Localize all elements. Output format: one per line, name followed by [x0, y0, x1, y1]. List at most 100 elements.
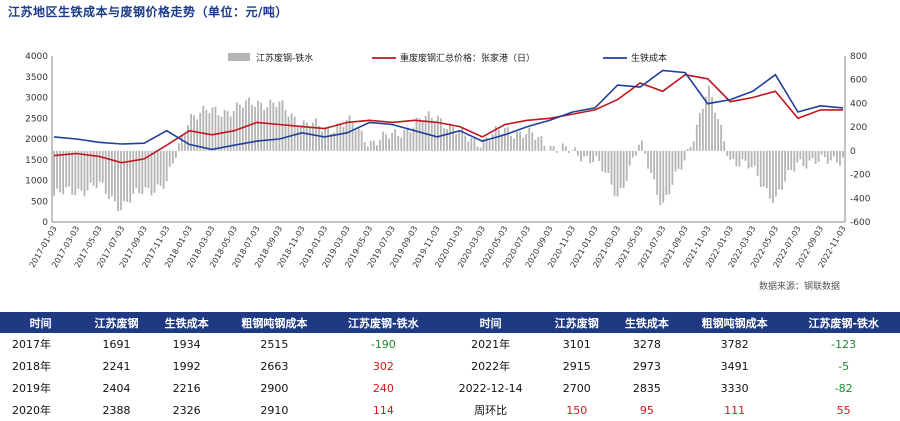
diff-bar [321, 132, 323, 151]
diff-bar [108, 151, 110, 199]
diff-bar [394, 129, 396, 151]
diff-bar [531, 132, 533, 150]
left-tick-label: 2000 [25, 135, 48, 145]
diff-bar [480, 147, 482, 150]
diff-bar [446, 129, 448, 151]
diff-bar [723, 141, 725, 151]
diff-bar [151, 151, 153, 196]
diff-bar [678, 151, 680, 169]
diff-bar [745, 151, 747, 161]
diff-bar [611, 151, 613, 185]
diff-bar [294, 117, 296, 151]
legend-label: 重废废钢汇总价格：张家港（日） [400, 52, 535, 64]
diff-bar [175, 151, 177, 158]
diff-bar [373, 141, 375, 151]
diff-bar [56, 151, 58, 189]
diff-bar [117, 151, 119, 211]
diff-bar [355, 131, 357, 151]
diff-bar [757, 151, 759, 176]
diff-bar [492, 134, 494, 151]
diff-bar [275, 107, 277, 151]
diff-bar [285, 110, 287, 151]
diff-bar [498, 130, 500, 151]
table-cell: 2700 [542, 377, 612, 399]
diff-bar [714, 113, 716, 151]
diff-bar [102, 151, 104, 183]
diff-bar [513, 139, 515, 151]
diff-bar [288, 117, 290, 151]
diff-bar [614, 151, 616, 196]
diff-bar [623, 151, 625, 188]
left-tick-label: 3500 [25, 73, 48, 83]
diff-bar [772, 151, 774, 203]
diff-bar [464, 135, 466, 151]
diff-bar [608, 151, 610, 173]
diff-bar [260, 103, 262, 151]
diff-bar [617, 151, 619, 197]
diff-bar [562, 143, 564, 150]
diff-bar [370, 141, 372, 151]
diff-bar [815, 151, 817, 164]
diff-bar [537, 137, 539, 151]
diff-bar [586, 151, 588, 156]
diff-bar [458, 132, 460, 151]
table-cell: -82 [787, 377, 900, 399]
diff-bar [656, 151, 658, 195]
diff-bar [129, 151, 131, 203]
table-cell: 2021年 [440, 333, 542, 355]
diff-bar [309, 128, 311, 151]
diff-bar [583, 151, 585, 157]
table-header-cell: 江苏废钢 [81, 312, 151, 333]
diff-bar [525, 134, 527, 151]
table-header-cell: 江苏废钢-铁水 [327, 312, 440, 333]
diff-bar [836, 151, 838, 163]
diff-bar [595, 151, 597, 156]
diff-bar [818, 151, 820, 162]
diff-bar [263, 110, 265, 151]
legend-swatch-bar [228, 53, 250, 61]
diff-bar [629, 151, 631, 166]
diff-bar [693, 141, 695, 151]
diff-bar [784, 151, 786, 182]
diff-bar [742, 151, 744, 159]
table-header-cell: 粗钢吨钢成本 [222, 312, 327, 333]
diff-bar [154, 151, 156, 193]
diff-bar [541, 136, 543, 151]
diff-bar [455, 134, 457, 151]
table-cell: 2018年 [0, 355, 81, 377]
diff-bar [403, 130, 405, 151]
diff-bar [272, 102, 274, 150]
diff-bar [842, 151, 844, 158]
diff-bar [160, 151, 162, 186]
diff-bar [111, 151, 113, 196]
table-header-row: 时间江苏废钢生铁成本粗钢吨钢成本江苏废钢-铁水时间江苏废钢生铁成本粗钢吨钢成本江… [0, 312, 900, 333]
line-bar-chart: 05001000150020002500300035004000-600-400… [0, 20, 900, 292]
diff-bar [215, 107, 217, 151]
diff-bar [81, 151, 83, 191]
diff-bar [428, 111, 430, 151]
diff-bar [489, 141, 491, 151]
diff-bar [751, 151, 753, 167]
table-cell: 2835 [612, 377, 682, 399]
diff-bar [720, 125, 722, 151]
diff-bar [53, 151, 55, 196]
legend-label: 生铁成本 [631, 52, 667, 64]
diff-bar [684, 151, 686, 161]
left-tick-label: 2500 [25, 114, 48, 124]
diff-bar [760, 151, 762, 187]
diff-bar [708, 86, 710, 151]
diff-bar [382, 132, 384, 151]
diff-bar [839, 151, 841, 166]
diff-bar [632, 151, 634, 158]
table-cell: 3101 [542, 333, 612, 355]
diff-bar [84, 151, 86, 196]
diff-bar [516, 132, 518, 151]
diff-bar [754, 151, 756, 166]
diff-bar [477, 147, 479, 151]
diff-bar [144, 151, 146, 187]
diff-bar [318, 126, 320, 151]
diff-bar [696, 125, 698, 151]
diff-bar [726, 151, 728, 156]
diff-bar [821, 151, 823, 155]
